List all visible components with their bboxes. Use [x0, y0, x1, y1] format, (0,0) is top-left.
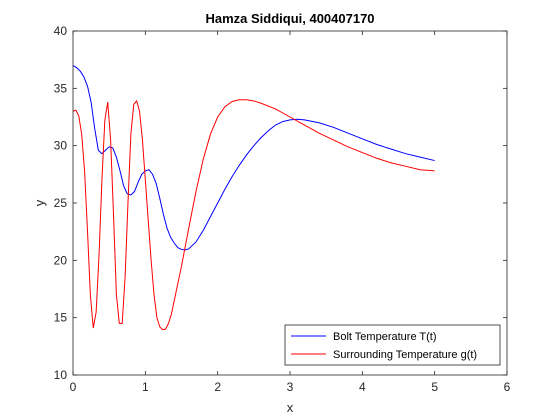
- series-line-1: [72, 99, 435, 331]
- plot-area: [73, 31, 507, 375]
- y-axis-ticks: 10 15 20 25 30 35 40: [54, 24, 507, 382]
- x-tick-label-5: 5: [431, 380, 438, 394]
- x-tick-label-0: 0: [70, 380, 77, 394]
- x-tick-label-2: 2: [214, 380, 221, 394]
- x-axis-label: x: [287, 400, 294, 415]
- x-tick-label-1: 1: [142, 380, 149, 394]
- chart-title: Hamza Siddiqui, 400407170: [205, 11, 374, 26]
- y-tick-label-4: 30: [54, 139, 68, 153]
- series-layer: [72, 64, 435, 331]
- series-line-0: [72, 64, 435, 251]
- x-axis-ticks: 0 1 2 3 4 5 6: [70, 31, 511, 394]
- y-tick-label-6: 40: [54, 24, 68, 38]
- y-axis-label: y: [32, 199, 47, 206]
- x-tick-label-6: 6: [504, 380, 511, 394]
- legend-box: [284, 324, 501, 366]
- legend-label-bolt-temperature: Bolt Temperature T(t): [333, 331, 437, 343]
- y-tick-label-0: 10: [54, 368, 68, 382]
- y-tick-label-5: 35: [54, 81, 68, 95]
- y-tick-label-1: 15: [54, 311, 68, 325]
- y-tick-label-2: 20: [54, 253, 68, 267]
- x-tick-label-4: 4: [359, 380, 366, 394]
- legend-label-surrounding-temperature: Surrounding Temperature g(t): [333, 349, 477, 361]
- legend: Bolt Temperature T(t) Surrounding Temper…: [284, 324, 501, 366]
- x-tick-label-3: 3: [287, 380, 294, 394]
- y-tick-label-3: 25: [54, 196, 68, 210]
